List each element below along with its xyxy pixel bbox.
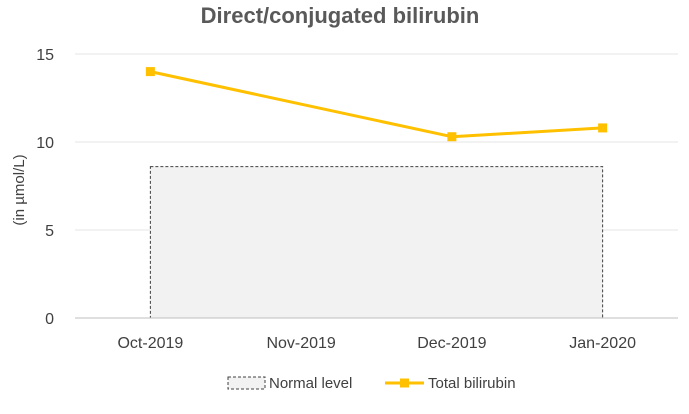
legend-normal-label: Normal level <box>269 375 352 392</box>
x-tick-label: Oct-2019 <box>117 335 183 352</box>
series-layer <box>145 67 608 142</box>
legend-normal-swatch <box>227 376 266 390</box>
y-axis-label: (in µmol/L) <box>11 154 28 225</box>
x-tick-label: Dec-2019 <box>417 335 486 352</box>
y-tick-label: 10 <box>36 135 54 152</box>
axes: 0 5 10 15 Oct-2019 Nov-2019 Dec-2019 Jan-2020 <box>36 47 678 352</box>
chart-title: Direct/conjugated bilirubin <box>201 3 480 28</box>
x-tick-label: Jan-2020 <box>569 335 636 352</box>
normal-level-area <box>149 166 604 319</box>
y-tick-label: 15 <box>36 47 54 64</box>
legend: Normal level Total bilirubin <box>227 375 516 392</box>
data-point-marker <box>598 123 608 133</box>
legend-series-label: Total bilirubin <box>428 375 516 392</box>
data-point-marker <box>447 132 457 142</box>
x-tick-label: Nov-2019 <box>266 335 335 352</box>
legend-series-marker <box>400 378 409 388</box>
normal-level-rect <box>149 166 604 319</box>
y-tick-label: 0 <box>45 311 54 328</box>
y-tick-label: 5 <box>45 223 54 240</box>
data-point-marker <box>145 67 155 77</box>
series-line <box>150 70 603 139</box>
